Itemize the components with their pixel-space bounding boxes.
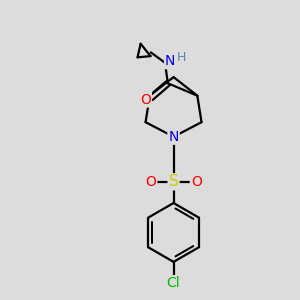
Text: Cl: Cl — [167, 276, 180, 290]
Text: O: O — [140, 92, 151, 106]
Text: N: N — [168, 130, 179, 144]
Text: S: S — [169, 174, 178, 189]
Text: O: O — [191, 175, 202, 189]
Text: H: H — [176, 51, 186, 64]
Text: O: O — [146, 175, 156, 189]
Text: N: N — [165, 54, 175, 68]
